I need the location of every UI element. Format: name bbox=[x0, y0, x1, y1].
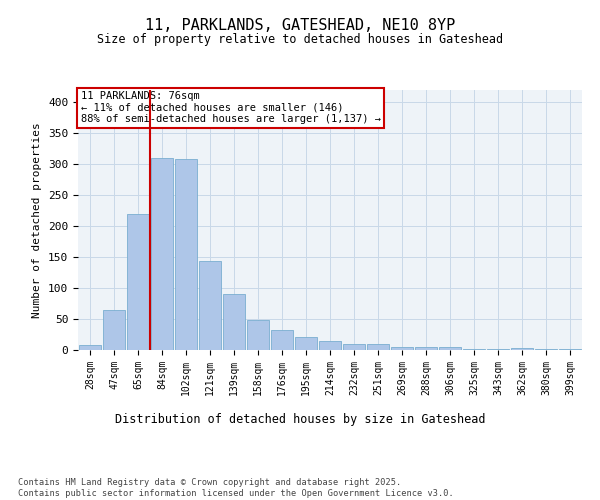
Bar bbox=[559, 349, 581, 350]
Y-axis label: Number of detached properties: Number of detached properties bbox=[32, 122, 43, 318]
Bar bbox=[127, 214, 149, 350]
Bar bbox=[439, 347, 461, 350]
Bar bbox=[103, 310, 125, 350]
Bar bbox=[463, 349, 485, 350]
Bar bbox=[367, 344, 389, 350]
Bar bbox=[319, 342, 341, 350]
Text: Contains HM Land Registry data © Crown copyright and database right 2025.
Contai: Contains HM Land Registry data © Crown c… bbox=[18, 478, 454, 498]
Bar bbox=[511, 348, 533, 350]
Bar bbox=[247, 320, 269, 350]
Bar bbox=[151, 158, 173, 350]
Bar bbox=[79, 345, 101, 350]
Text: 11, PARKLANDS, GATESHEAD, NE10 8YP: 11, PARKLANDS, GATESHEAD, NE10 8YP bbox=[145, 18, 455, 32]
Bar bbox=[487, 349, 509, 350]
Text: Size of property relative to detached houses in Gateshead: Size of property relative to detached ho… bbox=[97, 32, 503, 46]
Bar bbox=[343, 344, 365, 350]
Bar bbox=[175, 160, 197, 350]
Text: Distribution of detached houses by size in Gateshead: Distribution of detached houses by size … bbox=[115, 412, 485, 426]
Bar bbox=[415, 347, 437, 350]
Bar bbox=[391, 347, 413, 350]
Bar bbox=[199, 261, 221, 350]
Bar bbox=[295, 337, 317, 350]
Bar bbox=[271, 330, 293, 350]
Text: 11 PARKLANDS: 76sqm
← 11% of detached houses are smaller (146)
88% of semi-detac: 11 PARKLANDS: 76sqm ← 11% of detached ho… bbox=[80, 92, 380, 124]
Bar bbox=[223, 294, 245, 350]
